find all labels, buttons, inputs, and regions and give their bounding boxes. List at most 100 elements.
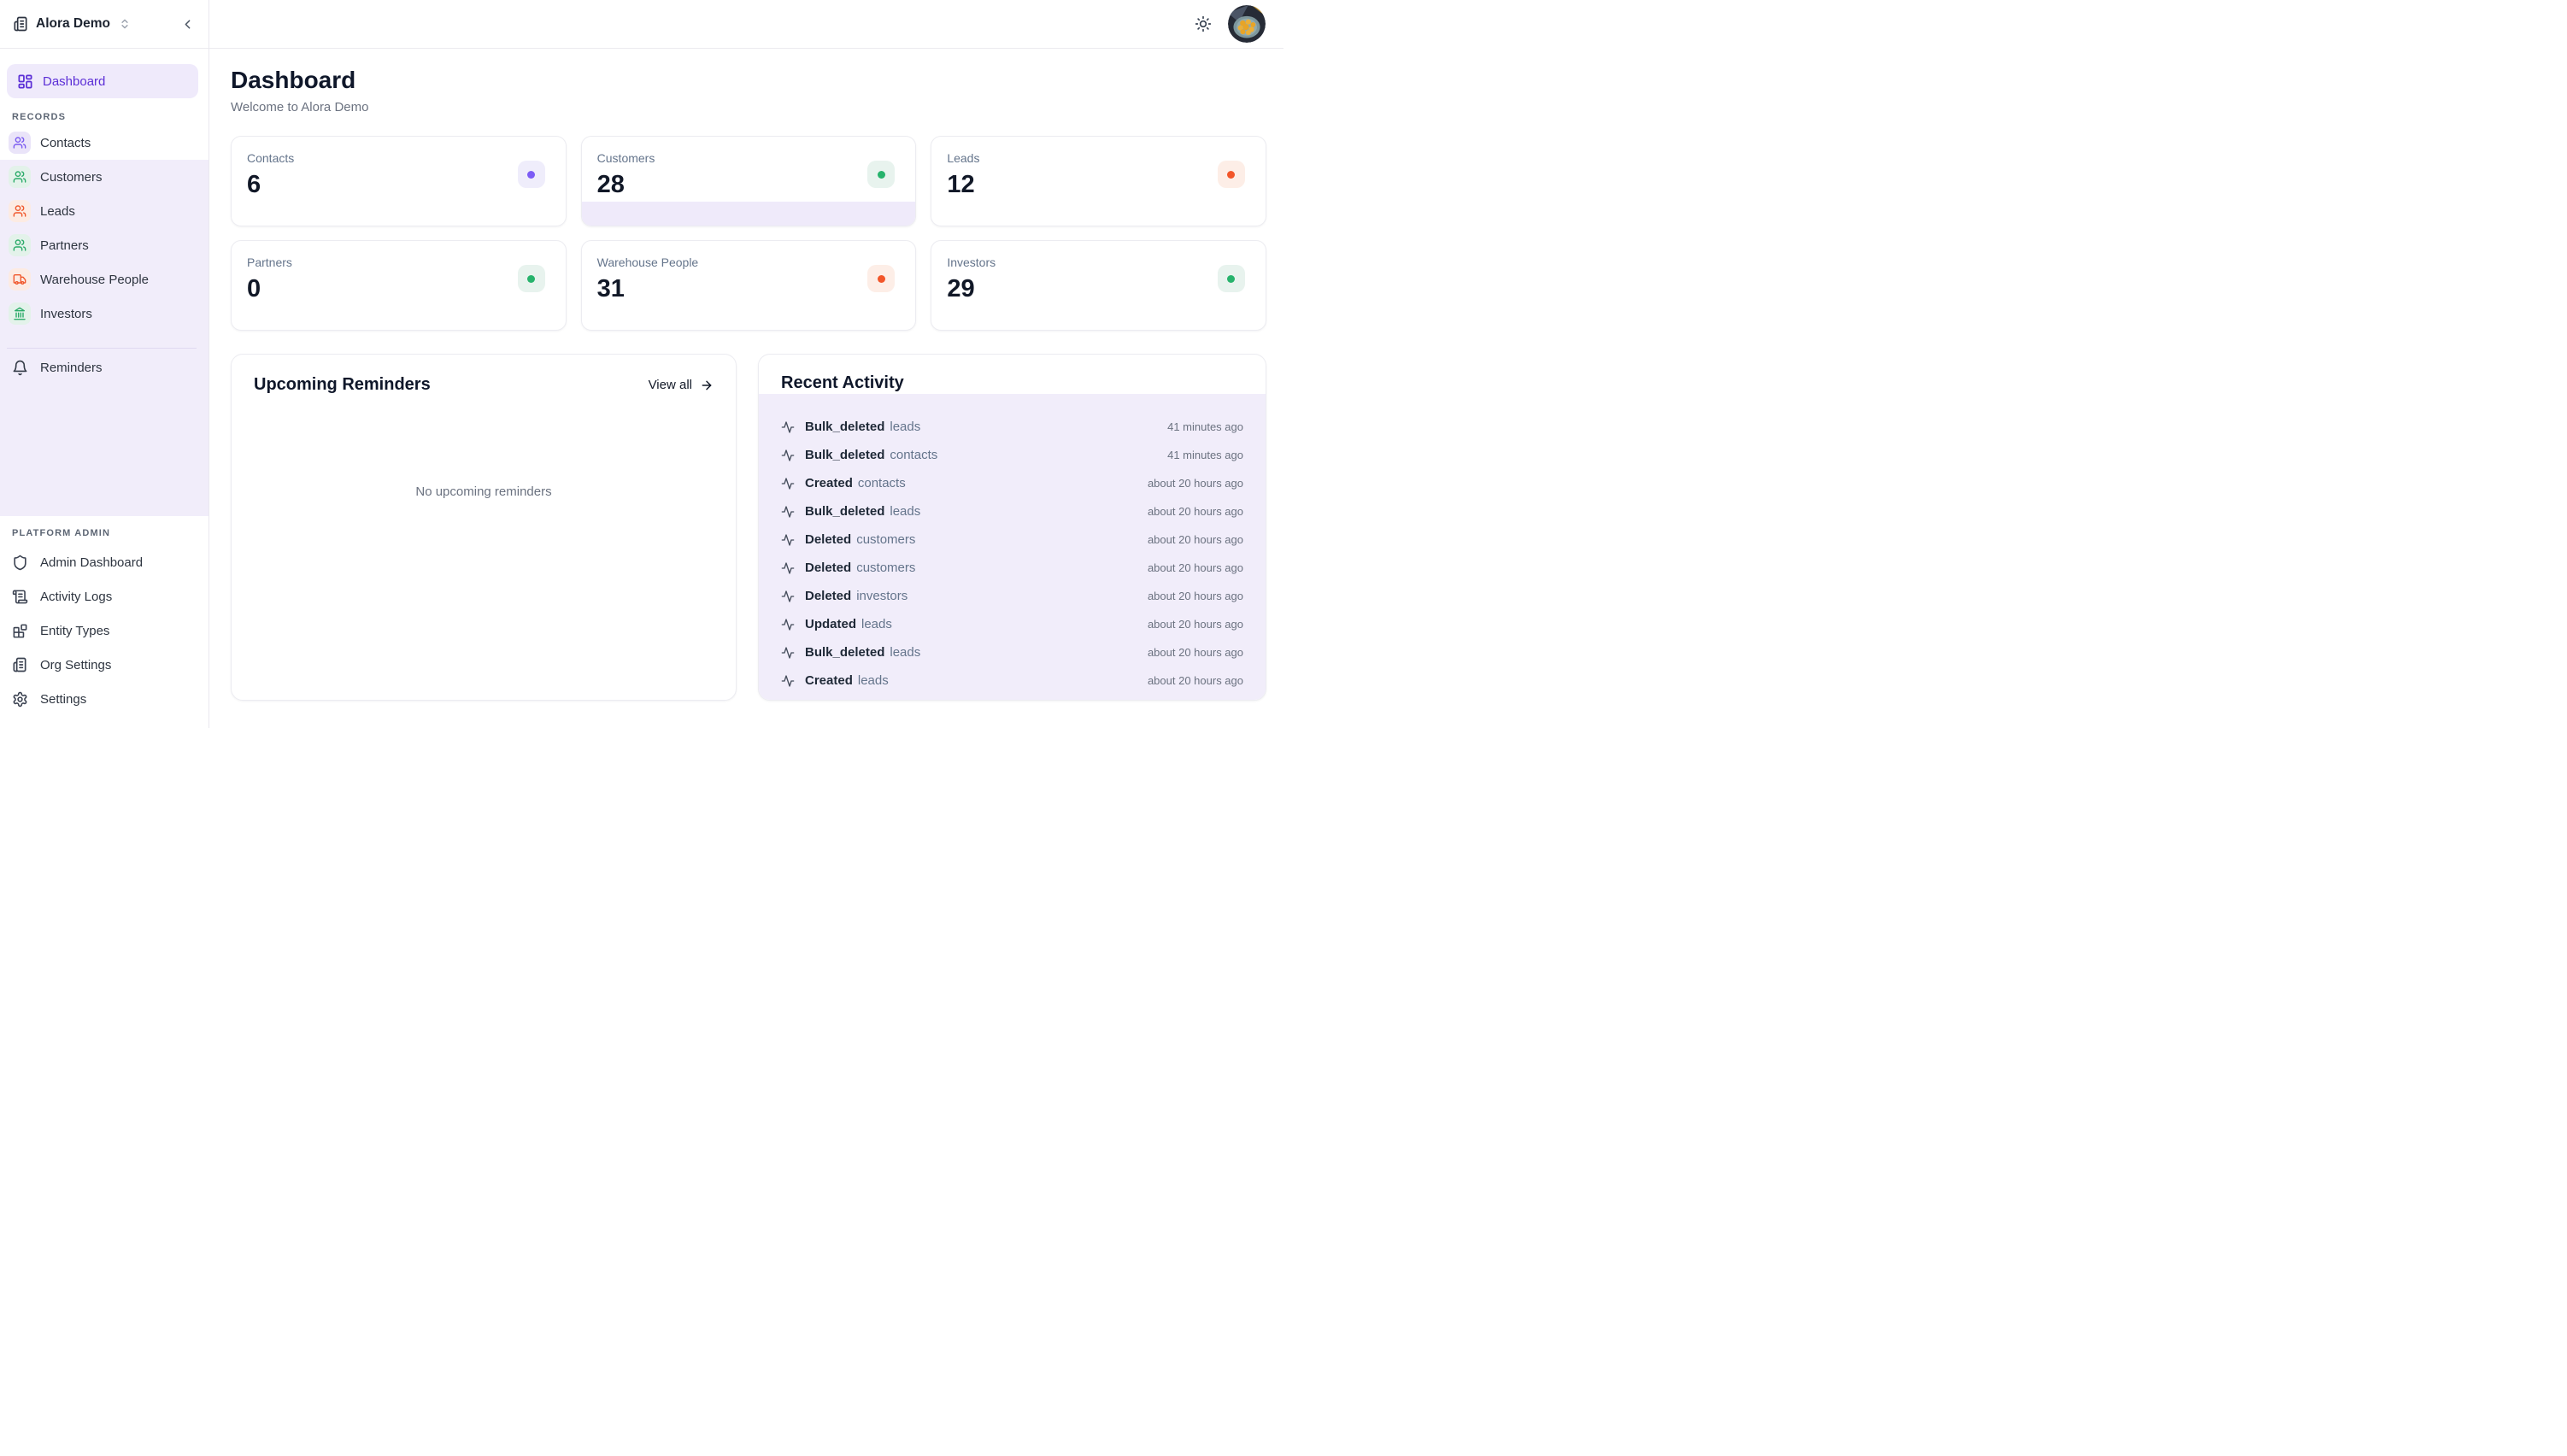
stat-dot-icon xyxy=(867,265,896,292)
activity-entity: leads xyxy=(861,617,892,631)
building-icon xyxy=(9,656,31,673)
sidebar: Alora Demo Dashboard RECORDS Contacts Cu… xyxy=(0,0,209,728)
activity-entity: leads xyxy=(857,673,889,688)
sidebar-item-leads[interactable]: Leads xyxy=(0,194,209,228)
stat-label: Leads xyxy=(947,151,980,165)
gear-icon xyxy=(9,691,31,707)
stat-dot-icon xyxy=(517,161,545,188)
records-list: Customers Leads Partners Warehouse Peopl… xyxy=(0,160,209,331)
users-icon xyxy=(9,166,31,188)
user-avatar[interactable] xyxy=(1228,5,1266,43)
activity-action: Bulk_deleted xyxy=(805,420,885,434)
sidebar-item-reminders[interactable]: Reminders xyxy=(0,350,209,385)
stat-card-investors[interactable]: Investors 29 xyxy=(931,240,1266,331)
reminders-empty-state: No upcoming reminders xyxy=(415,484,552,499)
activity-time: about 20 hours ago xyxy=(1147,618,1243,631)
sidebar-collapse-button[interactable] xyxy=(180,17,195,32)
stat-card-leads[interactable]: Leads 12 xyxy=(931,136,1266,226)
blocks-icon xyxy=(9,623,31,639)
users-icon xyxy=(9,234,31,256)
activity-time: about 20 hours ago xyxy=(1147,646,1243,659)
dashboard-content: Dashboard Welcome to Alora Demo Contacts… xyxy=(209,49,1284,701)
sidebar-item-settings[interactable]: Settings xyxy=(0,682,209,716)
activity-action: Deleted xyxy=(805,532,852,547)
activity-icon xyxy=(781,477,795,490)
sidebar-item-investors[interactable]: Investors xyxy=(0,296,209,331)
stats-grid: Contacts 6 Customers 28 Leads 12 Partner… xyxy=(231,136,1266,331)
activity-item: Bulk_deleted contacts 41 minutes ago xyxy=(781,441,1243,469)
sidebar-item-admin-dashboard[interactable]: Admin Dashboard xyxy=(0,545,209,579)
stat-label: Customers xyxy=(596,151,655,165)
activity-entity: contacts xyxy=(857,476,906,490)
stat-value: 29 xyxy=(947,275,975,302)
activity-item: Updated leads about 20 hours ago xyxy=(781,610,1243,638)
activity-time: 41 minutes ago xyxy=(1167,449,1243,461)
sidebar-item-entity-types[interactable]: Entity Types xyxy=(0,614,209,648)
upcoming-reminders-panel: Upcoming Reminders View all No upcoming … xyxy=(231,354,737,701)
stat-label: Warehouse People xyxy=(596,255,699,269)
activity-item: Deleted customers about 20 hours ago xyxy=(781,554,1243,582)
stat-card-highlight-strip xyxy=(581,202,916,226)
avatar-image xyxy=(1228,5,1266,43)
bell-icon xyxy=(9,360,31,376)
sidebar-item-org-settings[interactable]: Org Settings xyxy=(0,648,209,682)
activity-action: Bulk_deleted xyxy=(805,645,885,660)
stat-label: Investors xyxy=(947,255,996,269)
view-all-link[interactable]: View all xyxy=(649,378,714,392)
activity-list: Bulk_deleted leads 41 minutes ago Bulk_d… xyxy=(759,394,1266,700)
stat-dot-icon xyxy=(517,265,545,292)
stat-card-warehouse-people[interactable]: Warehouse People 31 xyxy=(580,240,917,331)
reminders-panel-title: Upcoming Reminders xyxy=(254,375,431,394)
sidebar-item-activity-logs[interactable]: Activity Logs xyxy=(0,579,209,614)
activity-item: Bulk_deleted leads about 20 hours ago xyxy=(781,638,1243,666)
activity-item: Bulk_deleted leads about 20 hours ago xyxy=(781,497,1243,525)
page-subtitle: Welcome to Alora Demo xyxy=(231,100,369,114)
activity-action: Bulk_deleted xyxy=(805,448,885,462)
sidebar-item-contacts[interactable]: Contacts xyxy=(0,126,209,160)
sun-icon xyxy=(1195,15,1212,32)
chevrons-up-down-icon[interactable] xyxy=(119,18,131,30)
stat-card-partners[interactable]: Partners 0 xyxy=(231,240,567,331)
activity-entity: customers xyxy=(856,561,916,575)
stat-card-contacts[interactable]: Contacts 6 xyxy=(231,136,567,226)
stat-card-customers[interactable]: Customers 28 xyxy=(580,136,917,226)
theme-toggle-button[interactable] xyxy=(1195,15,1212,32)
recent-activity-panel: Recent Activity Bulk_deleted leads 41 mi… xyxy=(758,354,1266,701)
stat-value: 31 xyxy=(596,275,625,302)
stat-dot-icon xyxy=(1217,161,1245,188)
sidebar-item-warehouse-people[interactable]: Warehouse People xyxy=(0,262,209,296)
activity-item: Deleted customers about 20 hours ago xyxy=(781,525,1243,554)
activity-item: Created contacts about 20 hours ago xyxy=(781,469,1243,497)
stat-value: 0 xyxy=(247,275,261,302)
activity-icon xyxy=(781,449,795,462)
activity-entity: customers xyxy=(856,532,916,547)
building-icon xyxy=(12,15,29,32)
arrow-right-icon xyxy=(700,379,714,392)
org-switcher[interactable]: Alora Demo xyxy=(0,0,209,49)
records-section-label: RECORDS xyxy=(12,112,67,122)
activity-time: about 20 hours ago xyxy=(1147,561,1243,574)
users-icon xyxy=(9,200,31,222)
activity-icon xyxy=(781,674,795,688)
activity-entity: investors xyxy=(856,589,908,603)
activity-time: about 20 hours ago xyxy=(1147,505,1243,518)
users-icon xyxy=(9,132,31,154)
platform-admin-section: PLATFORM ADMIN Admin Dashboard Activity … xyxy=(0,516,209,728)
activity-item: Created leads about 20 hours ago xyxy=(781,666,1243,695)
stat-value: 6 xyxy=(247,171,261,198)
records-list-top: Contacts xyxy=(0,126,209,160)
sidebar-item-dashboard[interactable]: Dashboard xyxy=(7,64,198,98)
activity-icon xyxy=(781,646,795,660)
stat-label: Contacts xyxy=(247,151,295,165)
dashboard-grid-icon xyxy=(17,73,33,90)
activity-action: Created xyxy=(805,673,853,688)
activity-entity: leads xyxy=(890,504,921,519)
stat-label: Partners xyxy=(247,255,292,269)
activity-action: Deleted xyxy=(805,561,852,575)
activity-time: about 20 hours ago xyxy=(1147,477,1243,490)
sidebar-item-partners[interactable]: Partners xyxy=(0,228,209,262)
sidebar-item-customers[interactable]: Customers xyxy=(0,160,209,194)
activity-action: Bulk_deleted xyxy=(805,504,885,519)
activity-time: 41 minutes ago xyxy=(1167,420,1243,433)
platform-admin-label: PLATFORM ADMIN xyxy=(12,528,111,538)
